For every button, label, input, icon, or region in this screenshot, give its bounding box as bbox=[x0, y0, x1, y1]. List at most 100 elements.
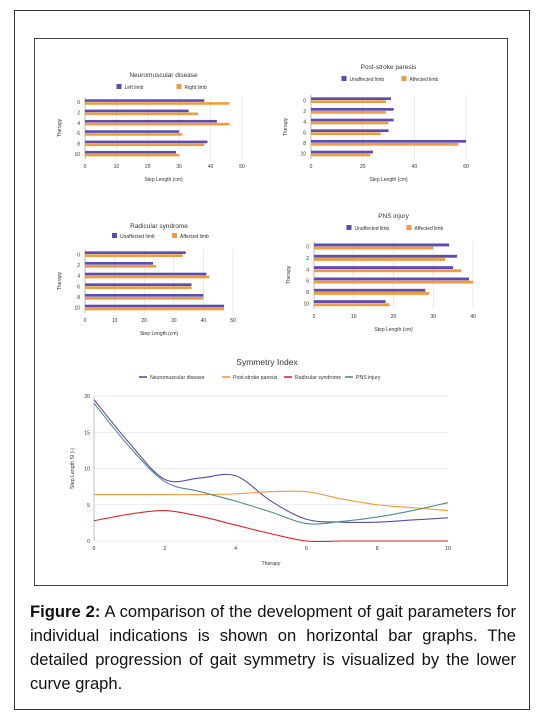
x-axis-title: Step Length (cm) bbox=[374, 327, 413, 333]
x-axis-title: Step Length (cm) bbox=[369, 177, 408, 183]
legend-swatch bbox=[112, 233, 117, 238]
line-chart-symmetry: Symmetry Index Neuromuscular disease Post-… bbox=[70, 357, 451, 567]
bar bbox=[85, 307, 225, 311]
figure-panel: Neuromuscular disease Left limb Right limb… bbox=[34, 38, 508, 586]
bar bbox=[85, 112, 199, 116]
bar bbox=[314, 246, 434, 250]
x-tick-label: 40 bbox=[412, 164, 418, 170]
bar bbox=[85, 283, 192, 287]
legend-swatch bbox=[406, 225, 412, 230]
chart-title: Neuromuscular disease bbox=[129, 72, 198, 79]
series-line bbox=[93, 399, 449, 524]
y-tick-label: 10 bbox=[303, 301, 309, 307]
legend-label: Neuromuscular disease bbox=[150, 375, 205, 381]
bar bbox=[314, 288, 426, 292]
x-tick-label: 30 bbox=[430, 314, 436, 320]
chart-title: Symmetry Index bbox=[236, 357, 298, 367]
y-tick-label: 5 bbox=[87, 503, 90, 509]
bar-chart-4: PNS injury Unaffected limb Affected limb 0 1… bbox=[286, 213, 476, 333]
bar bbox=[314, 254, 458, 258]
bar bbox=[314, 258, 446, 261]
bar bbox=[85, 286, 192, 290]
bar bbox=[311, 153, 371, 157]
legend-label: Radicular syndrome bbox=[295, 375, 341, 381]
bar-chart-1: Neuromuscular disease Left limb Right limb… bbox=[57, 72, 245, 183]
legend-swatch bbox=[176, 84, 182, 89]
chart-title: PNS injury bbox=[378, 213, 409, 220]
bar bbox=[314, 266, 454, 270]
x-tick-label: 30 bbox=[171, 318, 177, 324]
y-tick-label: 2 bbox=[77, 263, 80, 269]
x-tick-label: 20 bbox=[360, 164, 366, 170]
x-tick-label: 4 bbox=[234, 546, 237, 552]
y-axis-title: Therapy bbox=[57, 271, 63, 290]
bar bbox=[85, 304, 225, 308]
bar bbox=[85, 99, 205, 102]
y-axis-title: Step Length SI (-) bbox=[70, 448, 76, 489]
y-tick-label: 8 bbox=[77, 142, 80, 148]
bar bbox=[85, 251, 186, 255]
legend-swatch bbox=[346, 225, 352, 230]
x-tick-label: 0 bbox=[313, 314, 316, 320]
x-axis-title: Step Length (cm) bbox=[144, 177, 183, 183]
figure-svg: Neuromuscular disease Left limb Right limb… bbox=[57, 64, 476, 567]
y-axis-title: Therapy bbox=[57, 118, 63, 137]
caption-label: Figure 2: bbox=[30, 602, 101, 621]
bar bbox=[314, 269, 462, 273]
x-tick-label: 10 bbox=[351, 314, 357, 320]
bar bbox=[85, 102, 230, 105]
legend-swatch bbox=[172, 233, 177, 238]
bar bbox=[314, 277, 470, 281]
bar bbox=[85, 265, 157, 268]
bar bbox=[311, 143, 459, 146]
bar bbox=[311, 118, 394, 122]
y-tick-label: 10 bbox=[74, 152, 80, 158]
y-tick-label: 6 bbox=[303, 130, 306, 136]
bar bbox=[314, 300, 386, 304]
y-tick-label: 2 bbox=[306, 256, 309, 262]
y-tick-label: 20 bbox=[84, 394, 90, 400]
bar bbox=[85, 133, 183, 136]
legend-label: Affected limb bbox=[180, 234, 209, 240]
bar bbox=[314, 292, 430, 295]
bar bbox=[311, 129, 389, 133]
x-tick-label: 0 bbox=[84, 164, 87, 170]
x-tick-label: 60 bbox=[463, 164, 469, 170]
legend-label: PNS injury bbox=[356, 375, 381, 381]
bar bbox=[85, 153, 180, 157]
y-axis-title: Therapy bbox=[286, 265, 292, 284]
bar bbox=[85, 140, 208, 144]
figure-caption: Figure 2: A comparison of the developmen… bbox=[30, 600, 516, 696]
y-tick-label: 0 bbox=[303, 98, 306, 104]
x-tick-label: 10 bbox=[114, 164, 120, 170]
y-tick-label: 8 bbox=[77, 295, 80, 301]
x-tick-label: 50 bbox=[230, 318, 236, 324]
x-tick-label: 2 bbox=[163, 546, 166, 552]
y-tick-label: 8 bbox=[306, 290, 309, 296]
x-tick-label: 0 bbox=[93, 546, 96, 552]
bar bbox=[311, 108, 394, 111]
x-tick-label: 10 bbox=[112, 318, 118, 324]
bar bbox=[85, 122, 230, 126]
x-tick-label: 0 bbox=[84, 318, 87, 324]
series-line bbox=[93, 402, 449, 525]
y-tick-label: 0 bbox=[306, 245, 309, 251]
x-tick-label: 6 bbox=[305, 546, 308, 552]
y-tick-label: 10 bbox=[84, 467, 90, 473]
caption-text: A comparison of the development of gait … bbox=[30, 602, 516, 693]
bar bbox=[85, 150, 177, 154]
x-tick-label: 10 bbox=[445, 546, 451, 552]
legend-label: Affected limb bbox=[415, 226, 444, 232]
bar bbox=[314, 280, 473, 284]
legend-swatch bbox=[341, 76, 347, 81]
y-axis-title: Therapy bbox=[283, 117, 289, 136]
y-tick-label: 0 bbox=[77, 252, 80, 258]
legend-swatch bbox=[116, 84, 122, 89]
legend-label: Unaffected limb bbox=[120, 234, 155, 240]
y-tick-label: 4 bbox=[77, 121, 80, 127]
bar bbox=[311, 97, 392, 101]
x-tick-label: 50 bbox=[239, 164, 245, 170]
y-tick-label: 6 bbox=[77, 131, 80, 137]
chart-title: Radicular syndrome bbox=[130, 223, 188, 230]
x-tick-label: 20 bbox=[145, 164, 151, 170]
